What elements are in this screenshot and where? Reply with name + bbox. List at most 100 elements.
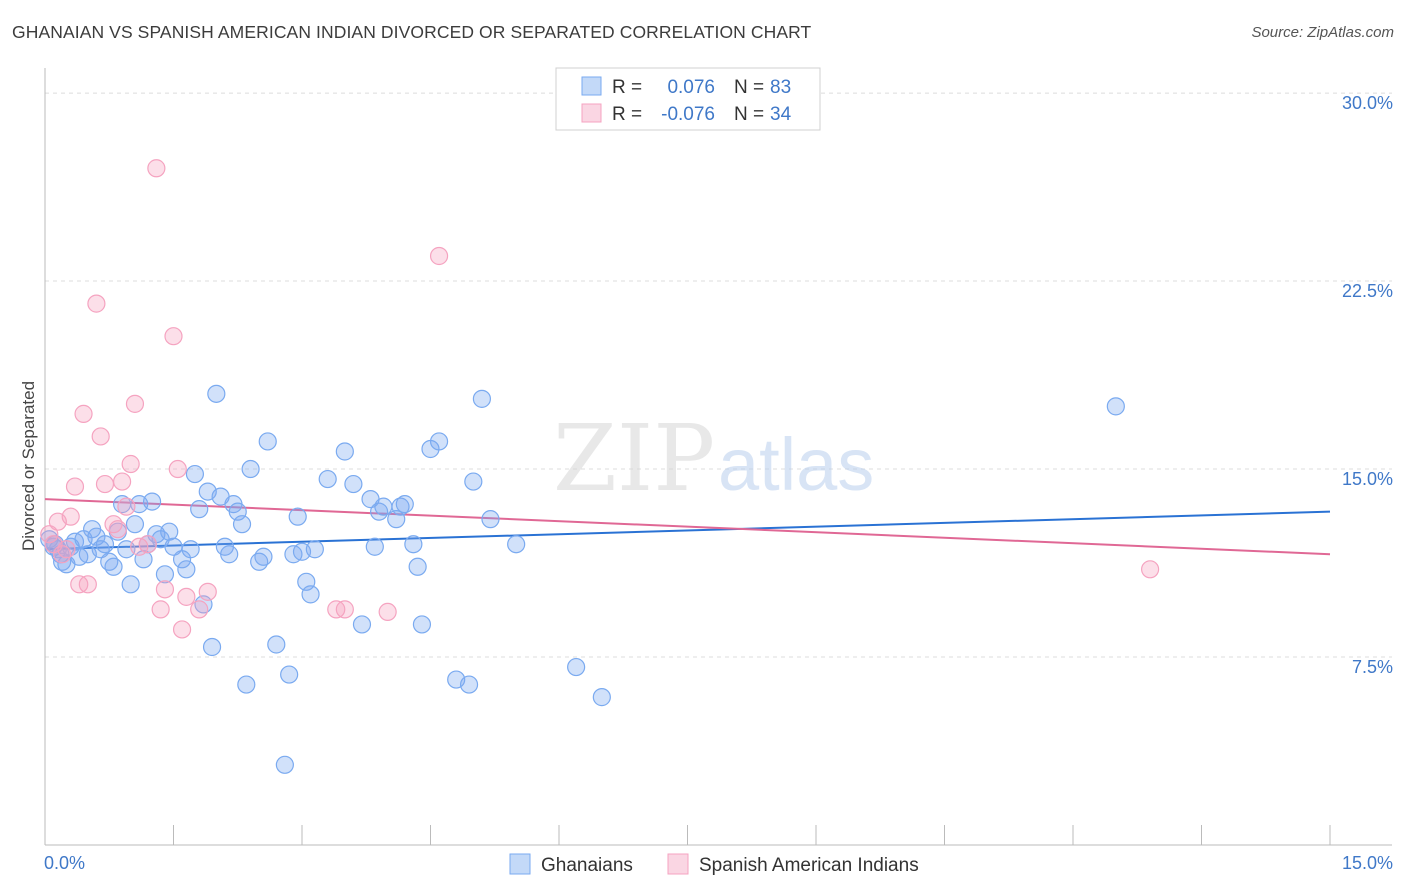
point-ghanaians <box>464 472 483 491</box>
point-spanish-american-indians <box>335 600 354 619</box>
point-ghanaians <box>185 464 205 484</box>
point-ghanaians <box>121 575 140 594</box>
point-spanish-american-indians <box>378 602 397 622</box>
stats-r-label: R = <box>612 104 642 125</box>
point-spanish-american-indians <box>108 520 127 539</box>
trend-lines <box>44 498 1331 556</box>
y-tick-label: 7.5% <box>1352 657 1393 677</box>
point-spanish-american-indians <box>151 600 170 619</box>
point-spanish-american-indians <box>138 535 157 554</box>
point-ghanaians <box>408 557 427 576</box>
y-tick-labels: 7.5% 15.0% 22.5% 30.0% <box>1342 93 1393 677</box>
point-spanish-american-indians <box>95 474 115 494</box>
point-spanish-american-indians <box>1140 560 1160 579</box>
legend-label-1: Spanish American Indians <box>699 855 919 876</box>
point-spanish-american-indians <box>125 394 145 413</box>
point-ghanaians <box>241 459 260 479</box>
point-spanish-american-indians <box>172 620 192 639</box>
stats-n-value: 83 <box>770 77 791 98</box>
point-ghanaians <box>155 565 175 584</box>
point-ghanaians <box>374 497 393 516</box>
point-ghanaians <box>258 432 277 451</box>
point-spanish-american-indians <box>112 472 132 491</box>
y-tick-label: 22.5% <box>1342 281 1393 301</box>
stats-swatch-1 <box>581 103 602 123</box>
point-ghanaians <box>318 469 337 489</box>
source-credit: Source: ZipAtlas.com <box>1251 24 1394 41</box>
point-ghanaians <box>125 515 145 534</box>
point-spanish-american-indians <box>147 159 166 178</box>
point-spanish-american-indians <box>155 580 175 599</box>
point-ghanaians <box>507 535 526 554</box>
point-spanish-american-indians <box>74 404 93 423</box>
point-ghanaians <box>95 535 115 554</box>
point-ghanaians <box>481 510 500 529</box>
y-tick-label: 30.0% <box>1342 93 1393 113</box>
point-ghanaians <box>220 545 239 564</box>
point-ghanaians <box>352 615 372 634</box>
point-spanish-american-indians <box>177 587 196 606</box>
point-ghanaians <box>202 637 222 657</box>
axes <box>44 68 1392 846</box>
stats-n-label: N = <box>734 104 764 125</box>
point-spanish-american-indians <box>91 427 110 446</box>
stats-n-label: N = <box>734 77 764 98</box>
y-tick-label: 15.0% <box>1342 469 1393 489</box>
point-ghanaians <box>592 688 611 707</box>
point-ghanaians <box>280 665 299 684</box>
point-spanish-american-indians <box>168 459 187 479</box>
point-ghanaians <box>472 389 491 408</box>
point-ghanaians <box>567 657 586 677</box>
point-ghanaians <box>104 557 123 576</box>
stats-legend: R = 0.076 N = 83 R = -0.076 N = 34 <box>555 67 821 131</box>
trend-line-0 <box>44 510 1331 551</box>
point-ghanaians <box>177 560 196 579</box>
point-spanish-american-indians <box>164 327 183 346</box>
point-ghanaians <box>305 540 324 559</box>
point-ghanaians <box>275 755 294 774</box>
point-spanish-american-indians <box>198 582 217 601</box>
point-ghanaians <box>365 537 384 556</box>
stats-r-label: R = <box>612 77 642 98</box>
point-spanish-american-indians <box>121 454 140 474</box>
point-ghanaians <box>254 547 273 566</box>
stats-r-value: 0.076 <box>667 77 715 98</box>
point-ghanaians <box>237 675 256 694</box>
point-ghanaians <box>412 615 432 634</box>
point-spanish-american-indians <box>61 507 80 526</box>
point-ghanaians <box>404 535 423 554</box>
watermark-zip: ZIP <box>553 405 715 512</box>
legend-swatch-0 <box>509 853 531 875</box>
point-ghanaians <box>181 540 200 559</box>
point-spanish-american-indians <box>117 497 136 516</box>
point-ghanaians <box>344 474 363 494</box>
grid-lines <box>45 92 1392 658</box>
watermark-atlas: atlas <box>718 423 874 506</box>
y-axis-label: Divorced or Separated <box>19 380 38 552</box>
x-tick-label-min: 0.0% <box>44 853 85 873</box>
point-ghanaians <box>142 492 162 511</box>
watermark: ZIP atlas <box>553 405 874 512</box>
point-ghanaians <box>395 495 414 514</box>
trend-line-1 <box>44 498 1331 556</box>
point-ghanaians <box>1106 397 1125 416</box>
point-ghanaians <box>301 585 320 604</box>
point-ghanaians <box>288 507 307 526</box>
point-ghanaians <box>207 384 226 403</box>
point-ghanaians <box>232 515 252 534</box>
point-ghanaians <box>190 500 209 519</box>
data-points <box>40 159 1160 774</box>
point-ghanaians <box>335 442 354 461</box>
point-spanish-american-indians <box>65 477 85 496</box>
point-ghanaians <box>459 675 479 694</box>
point-spanish-american-indians <box>78 575 97 594</box>
x-tick-label-max: 15.0% <box>1342 853 1393 873</box>
stats-r-value: -0.076 <box>661 104 715 125</box>
point-ghanaians <box>160 522 179 541</box>
point-spanish-american-indians <box>190 600 209 619</box>
stats-n-value: 34 <box>770 104 792 125</box>
point-spanish-american-indians <box>87 294 106 313</box>
stats-swatch-0 <box>581 76 602 96</box>
point-spanish-american-indians <box>57 540 76 559</box>
